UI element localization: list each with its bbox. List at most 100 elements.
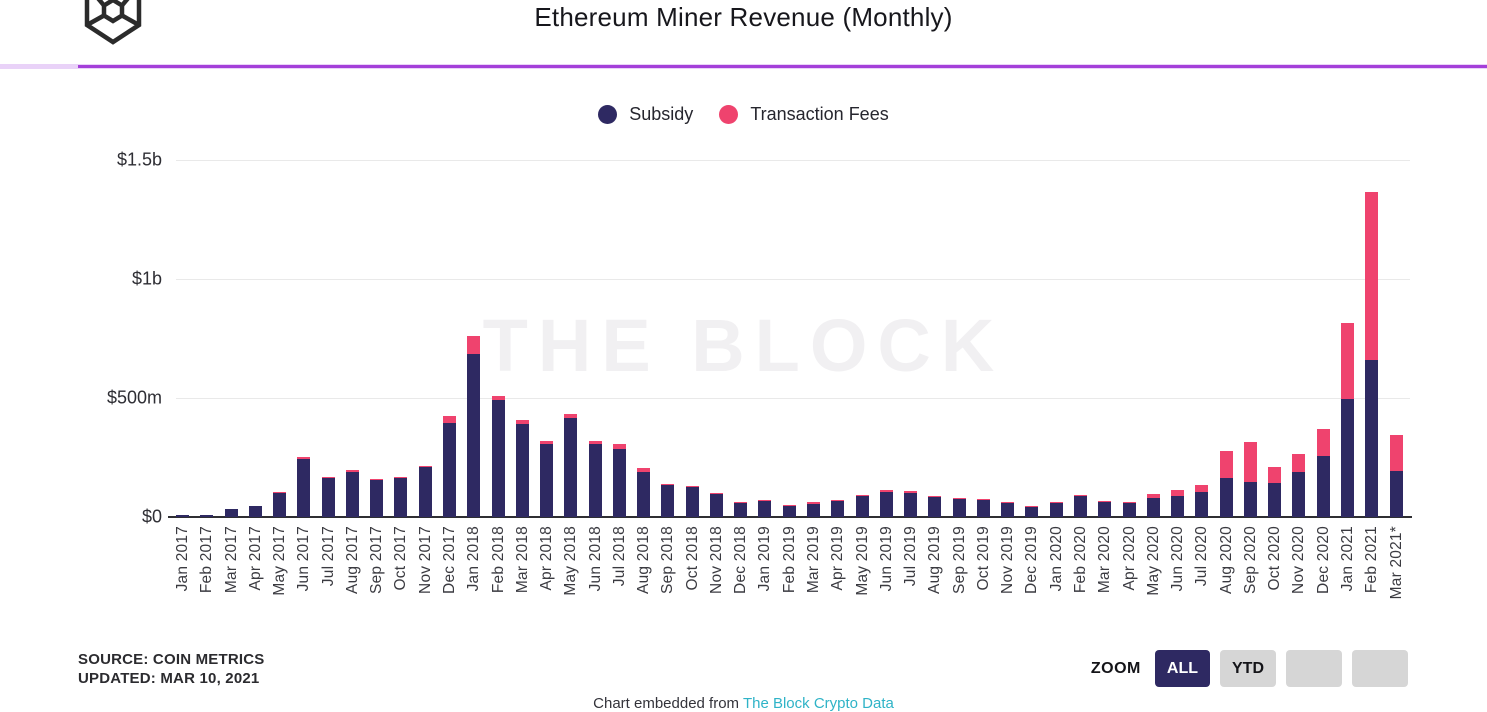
bar-sep-2019[interactable] <box>952 498 966 517</box>
bar-oct-2017[interactable] <box>394 477 408 517</box>
bar-feb-2018[interactable] <box>491 396 505 517</box>
transaction-fees-segment <box>297 457 311 459</box>
bar-may-2020[interactable] <box>1146 494 1160 517</box>
bar-feb-2021[interactable] <box>1365 192 1379 517</box>
bar-dec-2020[interactable] <box>1316 429 1330 517</box>
bar-nov-2017[interactable] <box>418 466 432 517</box>
transaction-fees-segment <box>879 490 893 492</box>
bar-mar-2018[interactable] <box>515 420 529 517</box>
bar-mar-2021[interactable] <box>1389 435 1403 517</box>
subsidy-segment <box>564 418 578 517</box>
bar-nov-2019[interactable] <box>1001 502 1015 517</box>
zoom-ytd-button[interactable]: YTD <box>1220 650 1276 687</box>
x-tick-label: Jan 2021 <box>1338 526 1356 592</box>
bar-jun-2020[interactable] <box>1171 490 1185 517</box>
bar-jun-2019[interactable] <box>879 490 893 517</box>
bar-jun-2018[interactable] <box>588 441 602 517</box>
bar-oct-2019[interactable] <box>976 499 990 517</box>
bar-jan-2021[interactable] <box>1340 323 1354 517</box>
transaction-fees-segment <box>1389 435 1403 471</box>
gridline-1b <box>176 279 1410 280</box>
bar-may-2019[interactable] <box>855 495 869 517</box>
bar-aug-2019[interactable] <box>928 496 942 517</box>
transaction-fees-segment <box>904 491 918 493</box>
subsidy-segment <box>1001 503 1015 517</box>
x-tick-label: Apr 2019 <box>829 526 847 591</box>
legend-label-subsidy: Subsidy <box>629 104 694 124</box>
subsidy-segment <box>855 496 869 517</box>
bar-sep-2020[interactable] <box>1243 442 1257 517</box>
bar-oct-2020[interactable] <box>1268 467 1282 517</box>
source-note: SOURCE: COIN METRICS UPDATED: MAR 10, 20… <box>78 650 265 688</box>
x-tick-label: Oct 2019 <box>974 526 992 591</box>
zoom-all-button[interactable]: ALL <box>1154 650 1210 687</box>
bar-jul-2018[interactable] <box>612 444 626 517</box>
subsidy-segment <box>1073 496 1087 517</box>
bar-aug-2017[interactable] <box>345 470 359 517</box>
subsidy-segment <box>1049 503 1063 517</box>
bar-nov-2020[interactable] <box>1292 454 1306 517</box>
x-axis-line <box>168 516 1412 518</box>
bar-jan-2018[interactable] <box>467 336 481 517</box>
bar-sep-2017[interactable] <box>370 479 384 517</box>
bar-apr-2018[interactable] <box>540 441 554 517</box>
bar-jul-2020[interactable] <box>1195 485 1209 517</box>
bar-mar-2019[interactable] <box>807 502 821 517</box>
bar-aug-2018[interactable] <box>637 468 651 517</box>
bar-sep-2018[interactable] <box>661 484 675 517</box>
x-tick-label: Dec 2020 <box>1314 526 1332 594</box>
bar-jul-2019[interactable] <box>904 491 918 517</box>
bar-dec-2018[interactable] <box>734 502 748 517</box>
bar-feb-2019[interactable] <box>782 505 796 517</box>
legend-item-subsidy[interactable]: Subsidy <box>598 104 693 125</box>
x-tick-label: Jul 2017 <box>319 526 337 587</box>
subsidy-segment <box>782 506 796 517</box>
x-tick-label: Jan 2019 <box>756 526 774 592</box>
bar-dec-2017[interactable] <box>442 416 456 517</box>
bar-apr-2019[interactable] <box>831 500 845 517</box>
bar-aug-2020[interactable] <box>1219 451 1233 517</box>
legend-item-transaction-fees[interactable]: Transaction Fees <box>719 104 889 125</box>
transaction-fees-segment <box>637 468 651 472</box>
subsidy-segment <box>928 497 942 517</box>
subsidy-segment <box>661 485 675 517</box>
subsidy-segment <box>952 499 966 517</box>
bar-mar-2017[interactable] <box>224 509 238 517</box>
bar-dec-2019[interactable] <box>1025 506 1039 517</box>
bar-nov-2018[interactable] <box>709 493 723 517</box>
bar-may-2017[interactable] <box>273 492 287 517</box>
zoom-blank-button-2[interactable] <box>1352 650 1408 687</box>
x-tick-label: Mar 2018 <box>513 526 531 594</box>
transaction-fees-segment <box>855 495 869 496</box>
bar-mar-2020[interactable] <box>1098 501 1112 517</box>
gridline-1.5b <box>176 160 1410 161</box>
transaction-fees-segment <box>1073 495 1087 496</box>
attribution-link[interactable]: The Block Crypto Data <box>742 695 894 712</box>
bar-jan-2020[interactable] <box>1049 502 1063 517</box>
gridline-500m <box>176 398 1410 399</box>
transaction-fees-segment <box>734 502 748 503</box>
transaction-fees-segment <box>1243 442 1257 482</box>
x-tick-label: Sep 2019 <box>950 526 968 594</box>
x-tick-label: Jun 2018 <box>586 526 604 592</box>
bar-jan-2017[interactable] <box>176 515 189 517</box>
bar-feb-2020[interactable] <box>1073 495 1087 517</box>
bar-may-2018[interactable] <box>564 414 578 517</box>
x-tick-label: Sep 2017 <box>368 526 386 594</box>
bar-oct-2018[interactable] <box>685 486 699 517</box>
subsidy-segment <box>1365 360 1379 517</box>
subsidy-segment <box>904 493 918 517</box>
x-tick-label: Aug 2020 <box>1217 526 1235 594</box>
transaction-fees-segment <box>612 444 626 449</box>
subsidy-segment <box>297 459 311 517</box>
zoom-blank-button-1[interactable] <box>1286 650 1342 687</box>
bar-jul-2017[interactable] <box>321 477 335 517</box>
x-tick-label: May 2019 <box>853 526 871 596</box>
subsidy-segment <box>273 493 287 517</box>
subsidy-segment <box>345 472 359 517</box>
bar-jan-2019[interactable] <box>758 500 772 517</box>
bar-feb-2017[interactable] <box>200 515 214 517</box>
bar-jun-2017[interactable] <box>297 457 311 517</box>
bar-apr-2020[interactable] <box>1122 502 1136 517</box>
bar-apr-2017[interactable] <box>248 506 262 517</box>
